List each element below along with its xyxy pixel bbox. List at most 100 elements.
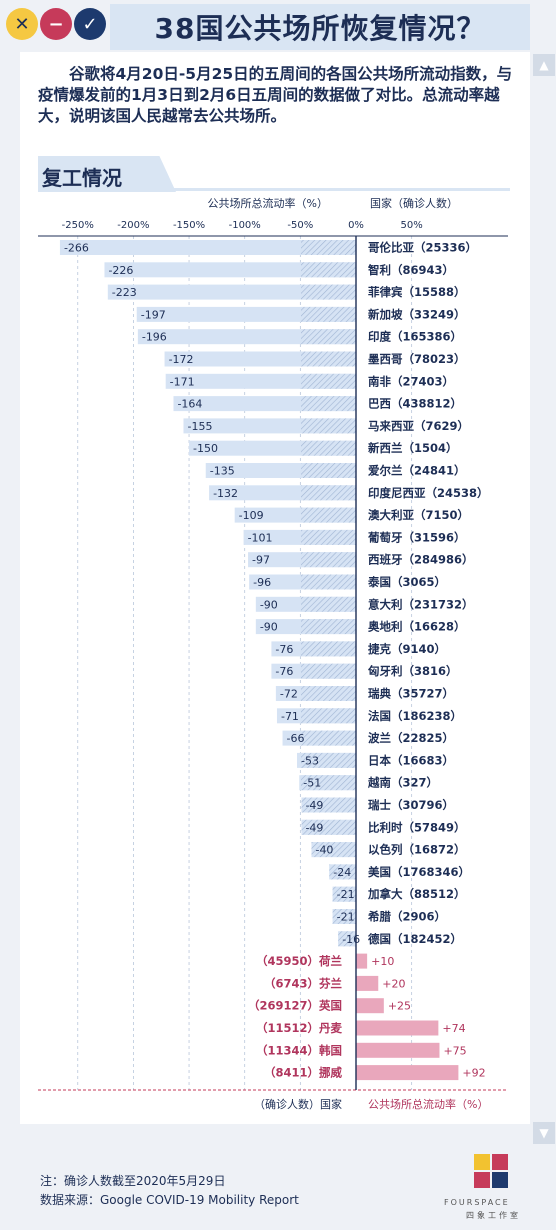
- data-label: +92: [462, 1067, 485, 1080]
- bar-positive: [356, 953, 368, 969]
- country-label: （45950）荷兰: [256, 954, 343, 968]
- x-tick-label: 0%: [348, 220, 364, 231]
- bar-hatch: [301, 641, 356, 657]
- data-label: +75: [443, 1044, 466, 1057]
- data-label: +25: [388, 1000, 411, 1013]
- country-label: 波兰（22825）: [368, 731, 454, 745]
- scroll-down-icon[interactable]: ▼: [533, 1122, 555, 1144]
- country-label: 爱尔兰（24841）: [368, 464, 466, 478]
- data-label: -21: [337, 888, 355, 901]
- bar-hatch: [301, 819, 356, 835]
- bar-hatch: [301, 463, 356, 478]
- confirm-button[interactable]: ✓: [74, 8, 106, 40]
- data-label: -76: [275, 643, 293, 656]
- country-label: 墨西哥（78023）: [368, 352, 466, 366]
- data-label: -90: [260, 598, 278, 611]
- bar-hatch: [301, 797, 356, 813]
- bottom-axis-label: 公共场所总流动率（%）: [368, 1097, 488, 1111]
- data-label: -223: [112, 286, 137, 299]
- data-label: -171: [170, 375, 195, 388]
- data-label: -109: [239, 509, 264, 522]
- country-label: 奥地利（16628）: [367, 620, 466, 634]
- country-label: 葡萄牙（31596）: [367, 530, 466, 544]
- country-label: 印度（165386）: [368, 330, 462, 344]
- bar-hatch: [301, 240, 356, 255]
- bar-hatch: [301, 262, 356, 278]
- bar-negative: [59, 240, 356, 255]
- data-label: +20: [382, 977, 405, 990]
- bar-hatch: [329, 864, 356, 880]
- minimize-button[interactable]: −: [40, 8, 72, 40]
- bar-hatch: [301, 306, 356, 322]
- bar-hatch: [301, 529, 356, 545]
- section-tab: [38, 156, 176, 192]
- section-title: 复工情况: [42, 166, 122, 190]
- page-title: 38国公共场所恢复情况？: [154, 12, 486, 45]
- data-label: -51: [303, 777, 321, 790]
- bar-hatch: [332, 886, 356, 902]
- data-label: -71: [281, 710, 299, 723]
- data-label: -72: [280, 688, 298, 701]
- country-label: 加拿大（88512）: [367, 887, 466, 901]
- bar-positive: [356, 1020, 439, 1036]
- bar-negative: [107, 284, 357, 300]
- x-tick-label: -250%: [62, 220, 94, 231]
- country-label: 越南（327）: [367, 776, 438, 790]
- data-label: -266: [64, 242, 89, 255]
- country-label: 南非（27403）: [368, 374, 454, 388]
- country-label: （8411）挪威: [264, 1066, 343, 1080]
- data-label: -196: [142, 331, 167, 344]
- x-tick-label: -50%: [287, 220, 313, 231]
- data-label: -226: [108, 264, 133, 277]
- bar-hatch: [332, 909, 356, 924]
- data-label: +74: [442, 1022, 465, 1035]
- bar-positive: [356, 1042, 440, 1058]
- data-label: -172: [169, 353, 194, 366]
- bar-positive: [356, 975, 379, 991]
- country-label: 马来西亚（7629）: [368, 419, 469, 433]
- bar-positive: [356, 1065, 459, 1081]
- close-button[interactable]: ✕: [6, 8, 38, 40]
- data-label: -49: [305, 799, 323, 812]
- data-label: -150: [193, 442, 218, 455]
- bar-hatch: [301, 775, 356, 791]
- country-label: （11344）韩国: [256, 1043, 342, 1057]
- bar-hatch: [301, 596, 356, 612]
- data-label: -97: [252, 554, 270, 567]
- bar-hatch: [301, 619, 356, 635]
- data-label: +10: [371, 955, 394, 968]
- bar-hatch: [301, 574, 356, 590]
- data-label: -76: [275, 665, 293, 678]
- country-label: 巴西（438812）: [368, 397, 462, 411]
- bar-hatch: [338, 931, 356, 947]
- country-label: 新西兰（1504）: [368, 441, 458, 455]
- data-label: -132: [213, 487, 238, 500]
- bar-hatch: [301, 284, 356, 300]
- intro-text: 谷歌将4月20日-5月25日的五周间的各国公共场所流动指数，与疫情爆发前的1月3…: [38, 65, 513, 125]
- data-label: -135: [210, 465, 235, 478]
- footer-note: 注：确诊人数截至2020年5月29日: [40, 1174, 226, 1188]
- country-label: 美国（1768346）: [368, 865, 470, 879]
- x-tick-label: -200%: [117, 220, 149, 231]
- bar-hatch: [301, 418, 356, 434]
- brand-subtitle: 四象工作室: [466, 1211, 521, 1220]
- country-label: （6743）芬兰: [264, 976, 343, 990]
- scroll-up-icon[interactable]: ▲: [533, 54, 555, 76]
- bottom-country-label: （确诊人数）国家: [254, 1097, 342, 1111]
- country-label: 意大利（231732）: [368, 597, 474, 611]
- country-label: 菲律宾（15588）: [368, 285, 466, 299]
- country-label: （11512）丹麦: [256, 1021, 343, 1035]
- country-label: 德国（182452）: [367, 932, 462, 946]
- data-label: -164: [177, 398, 202, 411]
- bar-hatch: [301, 440, 356, 456]
- country-label: 捷克（9140）: [368, 642, 446, 656]
- bar-negative: [104, 262, 356, 278]
- country-label: 希腊（2906）: [367, 910, 446, 924]
- bar-hatch: [301, 708, 356, 724]
- country-label: 瑞士（30796）: [368, 798, 454, 812]
- data-label: -16: [342, 933, 360, 946]
- country-label: （269127）英国: [248, 999, 342, 1013]
- bar-hatch: [301, 329, 356, 345]
- country-label: 日本（16683）: [368, 753, 454, 767]
